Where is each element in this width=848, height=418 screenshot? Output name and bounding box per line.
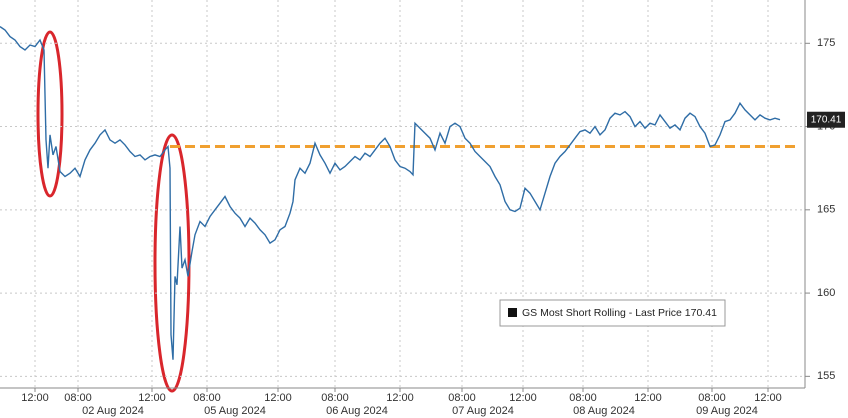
y-tick-label: 160	[817, 287, 835, 299]
date-label: 02 Aug 2024	[82, 405, 144, 417]
date-label: 09 Aug 2024	[696, 405, 758, 417]
price-line	[0, 26, 781, 360]
x-tick-label: 08:00	[448, 392, 476, 404]
x-tick-label: 12:00	[21, 392, 49, 404]
x-tick-label: 12:00	[386, 392, 414, 404]
x-tick-label: 08:00	[64, 392, 92, 404]
x-tick-label: 08:00	[321, 392, 349, 404]
x-tick-label: 12:00	[634, 392, 662, 404]
y-tick-label: 175	[817, 37, 835, 49]
y-tick-label: 155	[817, 370, 835, 382]
legend-swatch	[508, 308, 517, 317]
last-price-tag	[807, 111, 845, 128]
x-tick-label: 12:00	[138, 392, 166, 404]
legend-box	[499, 299, 726, 327]
date-label: 06 Aug 2024	[326, 405, 388, 417]
x-tick-label: 08:00	[193, 392, 221, 404]
date-label: 07 Aug 2024	[452, 405, 514, 417]
y-tick-label: 165	[817, 204, 835, 216]
highlight-ellipse	[153, 133, 191, 393]
x-tick-label: 08:00	[569, 392, 597, 404]
date-label: 08 Aug 2024	[573, 405, 635, 417]
last-price-label: 170.41	[811, 114, 842, 125]
legend-label: GS Most Short Rolling - Last Price 170.4…	[522, 307, 717, 319]
x-tick-label: 12:00	[754, 392, 782, 404]
highlight-ellipse	[36, 30, 64, 198]
x-tick-label: 12:00	[509, 392, 537, 404]
x-tick-label: 08:00	[698, 392, 726, 404]
x-tick-label: 12:00	[264, 392, 292, 404]
date-label: 05 Aug 2024	[204, 405, 266, 417]
